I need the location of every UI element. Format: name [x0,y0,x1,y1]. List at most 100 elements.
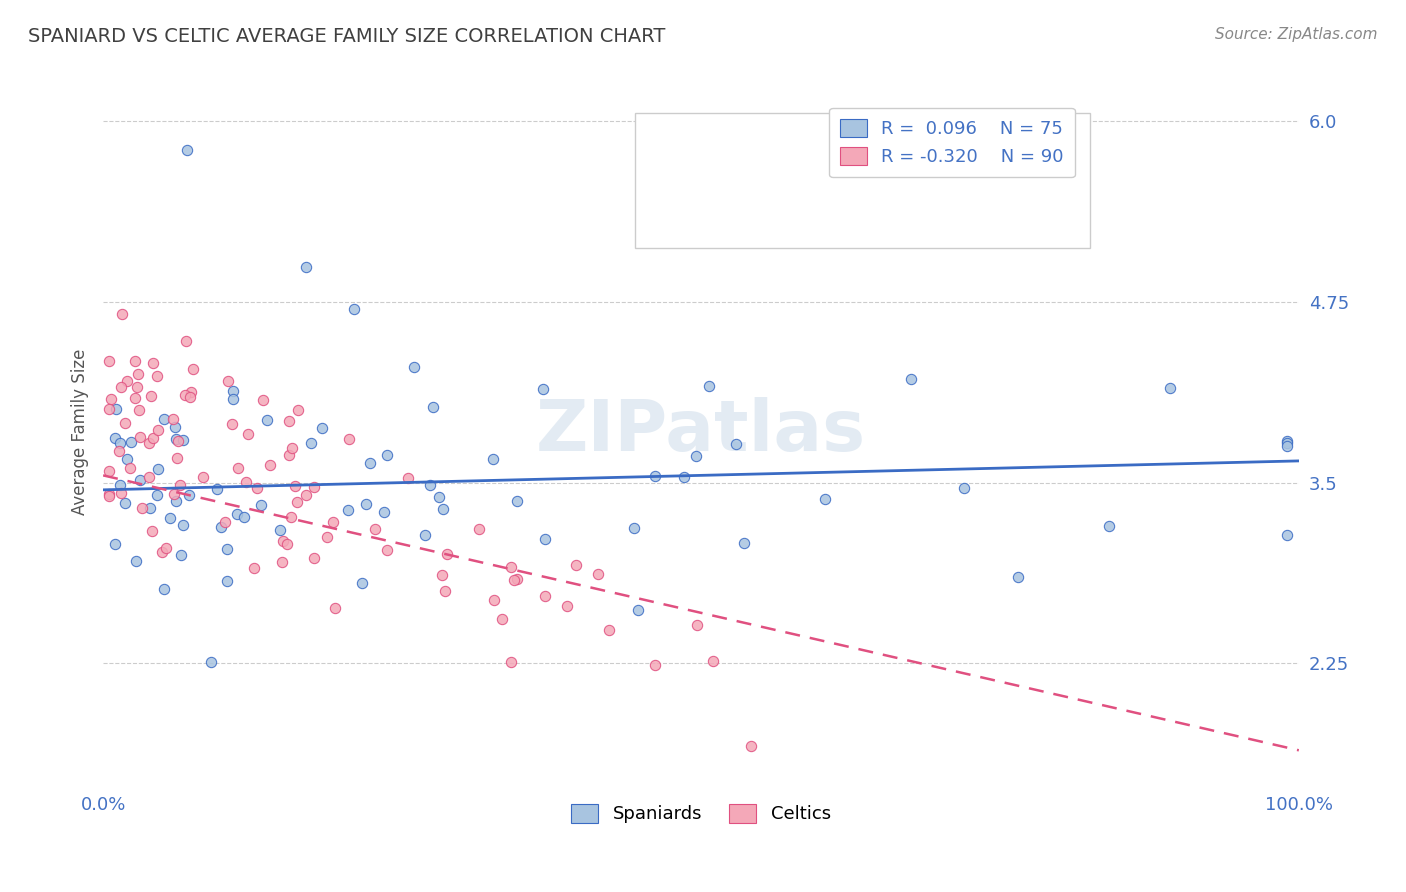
Point [193,469,215,483]
Point [686,618,709,632]
Point [104,402,127,417]
Point [215,541,238,556]
Point [150,544,173,558]
Point [127,367,149,381]
Point [436,548,458,562]
Point [238,426,260,441]
Point [252,393,274,408]
Point [117,452,139,467]
Point [697,378,720,392]
Point [1275,434,1298,448]
Point [432,568,454,582]
Point [287,403,309,417]
Point [153,412,176,426]
Point [533,532,555,546]
Point [170,548,193,562]
Point [481,452,503,467]
Point [565,558,588,572]
Point [163,487,186,501]
Point [174,388,197,402]
Point [177,488,200,502]
Point [256,413,278,427]
Point [284,479,307,493]
Text: ZIPatlas: ZIPatlas [536,398,866,467]
Text: Source: ZipAtlas.com: Source: ZipAtlas.com [1215,27,1378,42]
Point [295,260,318,275]
Point [108,443,131,458]
Point [172,433,194,447]
Point [104,537,127,551]
Point [125,554,148,568]
Point [733,535,755,549]
Point [138,435,160,450]
Point [214,515,236,529]
Point [702,654,724,668]
Point [146,488,169,502]
Point [181,362,204,376]
Point [167,434,190,449]
Point [148,423,170,437]
Point [155,541,177,555]
Point [432,502,454,516]
Point [98,354,121,368]
Point [302,550,325,565]
Point [402,359,425,374]
Point [110,379,132,393]
Point [1275,436,1298,450]
Point [311,420,333,434]
Point [413,528,436,542]
Point [491,612,513,626]
Point [111,307,134,321]
Point [673,470,696,484]
Point [484,593,506,607]
Point [108,478,131,492]
Point [153,582,176,596]
Point [259,458,281,472]
Point [586,566,609,581]
Point [356,497,378,511]
Point [217,374,239,388]
Point [433,584,456,599]
Point [666,186,689,201]
Point [813,492,835,507]
Point [281,441,304,455]
Point [114,496,136,510]
Point [124,391,146,405]
Point [269,524,291,538]
Point [128,403,150,417]
Point [337,432,360,446]
Point [165,494,187,508]
Point [146,461,169,475]
Point [953,481,976,495]
Point [165,420,187,434]
Point [180,384,202,399]
Point [115,374,138,388]
Point [179,390,201,404]
Point [138,470,160,484]
Point [98,489,121,503]
Point [506,573,529,587]
Point [100,392,122,406]
Point [598,623,620,637]
Point [108,436,131,450]
Point [243,560,266,574]
Point [226,508,249,522]
Point [233,509,256,524]
Point [623,521,645,535]
Point [278,415,301,429]
Point [1159,381,1181,395]
Point [419,477,441,491]
Point [159,511,181,525]
Point [129,430,152,444]
Point [644,657,666,672]
Point [685,449,707,463]
Point [222,392,245,407]
Point [169,477,191,491]
Point [343,301,366,316]
Point [375,448,398,462]
Point [555,599,578,613]
Point [396,471,419,485]
Point [427,490,450,504]
Point [295,487,318,501]
Point [127,380,149,394]
